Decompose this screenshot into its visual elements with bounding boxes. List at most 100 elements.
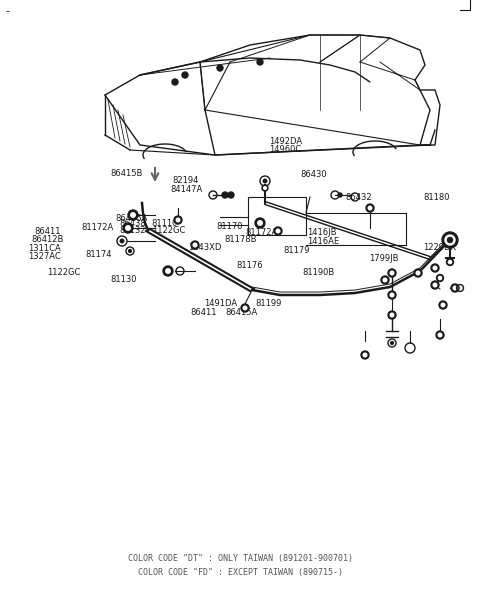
Text: -: - [5, 6, 9, 16]
Text: 1491DA: 1491DA [204, 300, 237, 308]
Circle shape [436, 331, 444, 339]
Text: 86438: 86438 [119, 219, 146, 227]
Text: 86430: 86430 [300, 171, 326, 179]
Text: 81174: 81174 [85, 250, 112, 259]
Circle shape [274, 227, 282, 235]
Text: 86415A: 86415A [226, 309, 258, 317]
Circle shape [257, 59, 263, 65]
Circle shape [442, 232, 458, 248]
Bar [248, 197, 306, 235]
Text: 86411: 86411 [190, 309, 216, 317]
Circle shape [381, 276, 389, 284]
Circle shape [276, 229, 280, 233]
Text: 1327AC: 1327AC [28, 253, 60, 261]
Circle shape [191, 241, 199, 249]
Circle shape [131, 213, 135, 217]
Text: 14960C: 14960C [269, 145, 301, 154]
Circle shape [451, 284, 459, 292]
Circle shape [368, 206, 372, 210]
Circle shape [446, 259, 454, 265]
Circle shape [431, 281, 439, 289]
Circle shape [263, 179, 267, 183]
Text: 86415B: 86415B [110, 169, 143, 178]
Circle shape [363, 353, 367, 357]
Circle shape [433, 283, 437, 287]
Circle shape [416, 271, 420, 275]
Circle shape [445, 235, 455, 245]
Text: 86411: 86411 [35, 227, 61, 236]
Text: COLOR CODE "DT" : ONLY TAIWAN (891201-900701): COLOR CODE "DT" : ONLY TAIWAN (891201-90… [128, 554, 352, 563]
Text: 81172A: 81172A [82, 224, 114, 232]
Circle shape [258, 221, 262, 226]
Circle shape [390, 293, 394, 297]
Text: COLOR CODE "FD" : EXCEPT TAIWAN (890715-): COLOR CODE "FD" : EXCEPT TAIWAN (890715-… [137, 569, 343, 578]
Circle shape [228, 192, 234, 198]
Text: 81199: 81199 [255, 300, 282, 308]
Circle shape [243, 306, 247, 310]
Text: 81110: 81110 [152, 219, 178, 227]
Circle shape [255, 218, 265, 228]
Circle shape [182, 72, 188, 78]
Circle shape [453, 286, 457, 290]
Text: 81179: 81179 [283, 247, 310, 255]
Circle shape [176, 218, 180, 222]
Circle shape [222, 192, 228, 198]
Circle shape [361, 351, 369, 359]
Circle shape [388, 291, 396, 299]
Text: 84147A: 84147A [170, 185, 203, 194]
Circle shape [390, 271, 394, 275]
Circle shape [441, 303, 445, 307]
Circle shape [241, 304, 249, 312]
Text: 1311CA: 1311CA [28, 244, 60, 253]
Circle shape [128, 210, 138, 220]
Circle shape [439, 301, 447, 309]
Circle shape [120, 239, 124, 243]
Circle shape [217, 65, 223, 71]
Circle shape [431, 264, 439, 272]
Circle shape [390, 313, 394, 317]
Text: 81172A: 81172A [246, 229, 278, 237]
Text: 81180: 81180 [423, 194, 450, 202]
Circle shape [366, 204, 374, 212]
Circle shape [383, 278, 387, 282]
Circle shape [388, 269, 396, 277]
Text: 1492DA: 1492DA [269, 137, 302, 145]
Text: 81170: 81170 [216, 223, 242, 231]
Circle shape [433, 266, 437, 270]
Circle shape [126, 226, 130, 230]
Circle shape [166, 269, 170, 273]
Text: 81178B: 81178B [225, 236, 257, 244]
Circle shape [129, 250, 132, 253]
Text: 1229DK: 1229DK [423, 243, 456, 251]
Text: 1243XD: 1243XD [188, 244, 222, 252]
Circle shape [391, 342, 394, 344]
Text: 1416AE: 1416AE [307, 237, 339, 245]
Circle shape [262, 185, 268, 191]
Circle shape [447, 238, 453, 242]
Text: 82132: 82132 [119, 227, 145, 235]
Text: 1799JB: 1799JB [369, 254, 398, 262]
Circle shape [163, 266, 173, 276]
Circle shape [448, 260, 452, 264]
Text: 86435A: 86435A [115, 214, 147, 223]
Text: 1416JB: 1416JB [307, 229, 336, 237]
Circle shape [193, 243, 197, 247]
Text: 86412B: 86412B [31, 236, 63, 244]
Text: 86432: 86432 [346, 194, 372, 202]
Circle shape [388, 311, 396, 319]
Circle shape [264, 187, 266, 189]
Circle shape [436, 274, 444, 282]
Circle shape [123, 223, 133, 233]
Circle shape [438, 276, 442, 280]
Text: 82194: 82194 [173, 177, 199, 185]
Circle shape [414, 269, 422, 277]
Text: 81176: 81176 [237, 262, 263, 270]
Circle shape [172, 79, 178, 85]
Circle shape [438, 333, 442, 337]
Text: 81190B: 81190B [302, 268, 335, 277]
Circle shape [174, 216, 182, 224]
Text: 1122GC: 1122GC [152, 227, 185, 235]
Text: 1122GC: 1122GC [47, 268, 81, 277]
Text: 81130: 81130 [110, 276, 137, 284]
Circle shape [338, 193, 342, 197]
